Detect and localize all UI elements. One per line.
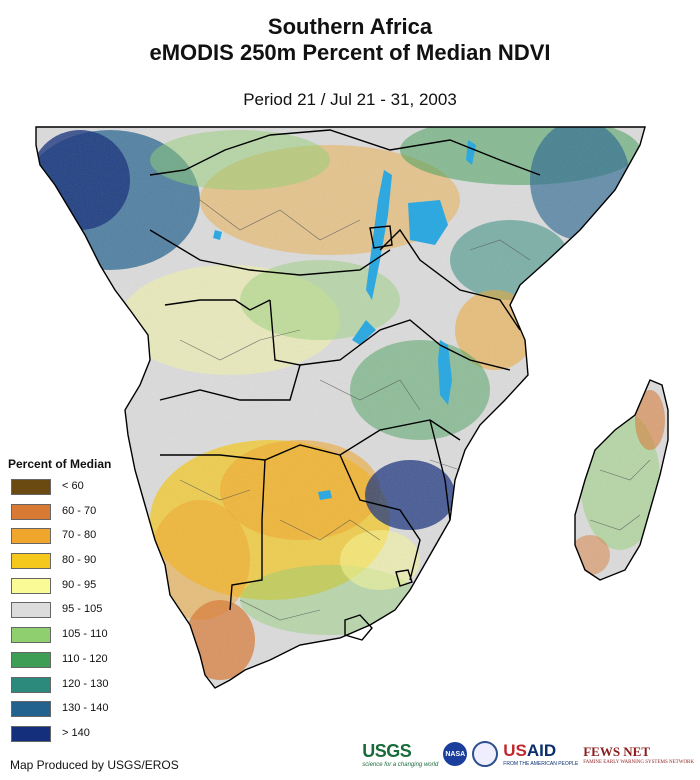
legend-item: > 140 <box>8 724 158 749</box>
country-borders <box>35 126 669 689</box>
lesotho-border <box>344 614 373 641</box>
legend-swatch <box>11 479 51 495</box>
lake-mweru <box>352 320 376 345</box>
lakes <box>213 140 476 500</box>
seal-icon <box>472 741 499 767</box>
legend-swatch <box>11 725 51 742</box>
legend-item: 70 - 80 <box>8 526 158 551</box>
legend-label: 90 - 95 <box>62 578 97 591</box>
map-period: Period 21 / Jul 21 - 31, 2003 <box>243 90 457 109</box>
map-title-line1: Southern Africa <box>267 14 433 39</box>
legend-item: 120 - 130 <box>8 675 158 700</box>
legend-item: 95 - 105 <box>8 600 158 625</box>
usaid-logo: USAID FROM THE AMERICAN PEOPLE <box>503 741 579 767</box>
legend-swatch <box>11 701 51 718</box>
legend: Percent of Median < 60 60 - 70 70 - 80 80 -… <box>8 457 158 749</box>
fews-net-logo: FEWS NET FAMINE EARLY WARNING SYSTEMS NE… <box>583 743 694 765</box>
legend-item: 90 - 95 <box>8 576 158 601</box>
legend-swatch <box>11 503 51 520</box>
legend-label: 70 - 80 <box>62 529 97 542</box>
legend-title: Percent of Median <box>8 457 112 471</box>
partner-logos: USGS science for a changing world NASA U… <box>362 735 694 773</box>
lake-turkana <box>466 140 476 165</box>
legend-label: 105 - 110 <box>62 628 108 641</box>
legend-label: 130 - 140 <box>62 702 109 715</box>
legend-label: 95 - 105 <box>62 603 103 616</box>
legend-item: 130 - 140 <box>8 699 158 724</box>
legend-label: 80 - 90 <box>62 554 97 567</box>
legend-label: 60 - 70 <box>62 504 97 517</box>
legend-label: 120 - 130 <box>62 677 109 690</box>
legend-swatch <box>11 676 51 693</box>
legend-label: 110 - 120 <box>62 652 108 665</box>
legend-item: 105 - 110 <box>8 625 158 650</box>
eswatini-border <box>395 569 413 587</box>
map-title-line2: eMODIS 250m Percent of Median NDVI <box>149 40 551 65</box>
credit-text: Map Produced by USGS/EROS <box>10 758 179 772</box>
nasa-logo: NASA <box>443 742 468 766</box>
legend-label: > 140 <box>62 726 90 739</box>
legend-swatch <box>11 602 51 619</box>
legend-label: < 60 <box>62 480 84 492</box>
usgs-logo: USGS science for a changing world <box>362 740 439 768</box>
legend-swatch <box>11 553 51 570</box>
legend-item: < 60 <box>8 477 158 502</box>
legend-swatch <box>11 627 51 644</box>
legend-item: 80 - 90 <box>8 551 158 576</box>
legend-item: 60 - 70 <box>8 502 158 527</box>
legend-swatch <box>11 528 51 545</box>
lake-tanganyika-north <box>366 170 392 300</box>
legend-swatch <box>11 651 51 668</box>
legend-swatch <box>11 577 51 594</box>
lake-victoria <box>408 200 448 245</box>
lake-malawi <box>438 340 452 405</box>
admin-borders <box>179 199 651 621</box>
legend-item: 110 - 120 <box>8 650 158 675</box>
